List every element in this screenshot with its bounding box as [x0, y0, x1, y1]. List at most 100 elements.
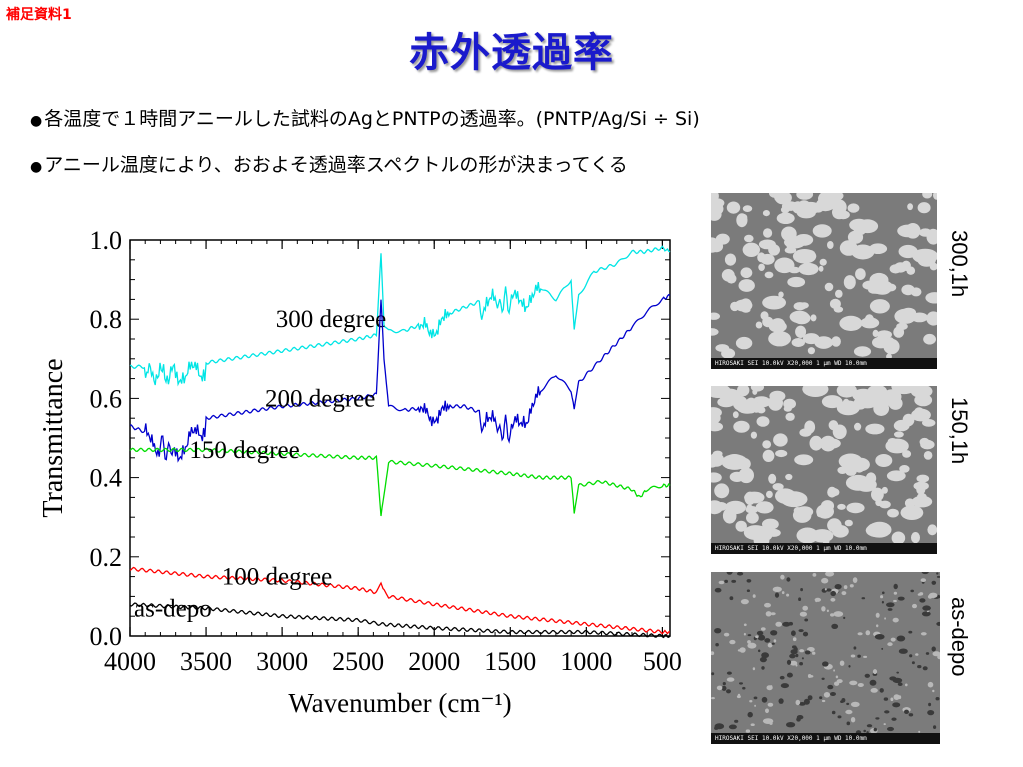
sem-grain	[830, 597, 836, 602]
sem-grain	[853, 646, 857, 650]
sem-scale-bar: HIROSAKI SEI 10.0kV X20,000 1 μm WD 10.0…	[711, 543, 937, 554]
sem-grain	[714, 587, 722, 593]
y-tick-label: 1.0	[90, 226, 123, 255]
sem-grain	[796, 193, 814, 200]
sem-grain	[899, 465, 910, 473]
sem-grain	[920, 632, 927, 636]
sem-grain	[786, 659, 792, 665]
sem-grain	[922, 605, 931, 611]
sem-grain	[847, 203, 860, 213]
sem-grain	[711, 455, 720, 468]
sem-grain	[855, 477, 877, 492]
sem-grain	[833, 669, 835, 672]
sem-grain	[755, 635, 759, 638]
sem-grain	[740, 599, 749, 605]
sem-grain	[831, 710, 836, 715]
sem-grain	[869, 679, 877, 686]
sem-grain	[757, 252, 766, 263]
sem-grain	[793, 646, 798, 652]
sem-grain	[729, 639, 736, 645]
sem-grain	[775, 621, 782, 627]
series-line-200-degree	[129, 293, 671, 463]
sem-grain	[746, 504, 753, 513]
sem-grain	[820, 435, 837, 452]
sem-grain	[783, 398, 796, 409]
sem-grain	[737, 693, 741, 697]
sem-grain	[767, 642, 773, 648]
sem-grain	[928, 292, 936, 299]
sem-grain	[835, 675, 839, 679]
sem-grain	[744, 234, 754, 243]
x-tick-label: 3000	[256, 647, 308, 676]
sem-grain	[843, 275, 856, 290]
sem-grain	[867, 386, 888, 399]
sem-grain	[905, 683, 908, 687]
sem-grain	[917, 593, 922, 596]
sem-grain	[821, 395, 843, 409]
sem-grain	[731, 579, 737, 583]
sem-grain	[761, 652, 769, 659]
sem-grain	[753, 696, 758, 700]
sem-grain	[864, 314, 874, 325]
sem-grain	[762, 210, 770, 217]
sem-grain	[875, 454, 893, 467]
sem-grain	[714, 483, 730, 499]
sem-grain	[896, 322, 908, 330]
sem-grain	[916, 484, 926, 495]
sem-grain	[838, 453, 863, 470]
bullet-1-text: 各温度で１時間アニールした試料のAgとPNTPの透過率。(PNTP/Ag/Si …	[44, 108, 700, 130]
sem-grain	[764, 638, 771, 643]
sem-grain	[911, 495, 933, 508]
sem-grain	[827, 684, 834, 690]
sem-grain	[722, 682, 726, 686]
sem-grain	[715, 233, 730, 245]
sem-grain	[802, 605, 808, 611]
x-tick-label: 1500	[484, 647, 536, 676]
sem-grain	[784, 236, 806, 249]
sem-grain	[843, 616, 846, 619]
sem-grain	[908, 713, 914, 717]
sem-grain	[917, 493, 927, 501]
sem-grain	[743, 632, 746, 636]
sem-grain	[773, 639, 777, 643]
sem-grain	[775, 449, 788, 458]
sem-grain	[784, 246, 797, 254]
sem-grain	[711, 472, 722, 483]
sem-grain	[792, 201, 804, 214]
sem-grain	[799, 611, 807, 617]
x-axis-label: Wavenumber (cm⁻¹)	[288, 688, 511, 718]
sem-grain	[757, 401, 765, 409]
sem-grain	[739, 682, 743, 685]
sem-grain	[757, 634, 766, 641]
sem-grain	[887, 438, 898, 445]
sem-grain	[854, 422, 862, 431]
series-line-as-depo	[129, 602, 671, 639]
sem-grain	[900, 505, 924, 520]
sem-grain	[761, 696, 768, 703]
sem-grain	[787, 276, 806, 288]
sem-grain	[889, 264, 902, 274]
sem-grain	[762, 718, 774, 724]
sem-grain	[749, 700, 753, 703]
sem-grain	[931, 580, 937, 585]
sem-grain	[804, 420, 816, 434]
sem-grain	[932, 689, 935, 693]
sem-grain	[931, 646, 936, 652]
sem-grain	[747, 514, 757, 523]
sem-grain	[836, 386, 857, 398]
sem-grain	[875, 717, 880, 720]
sem-grain	[795, 664, 798, 667]
sem-grain	[809, 435, 823, 451]
sem-grain	[711, 422, 723, 432]
sem-grain	[846, 721, 851, 726]
sem-grain	[812, 573, 817, 577]
sem-grain	[837, 715, 842, 719]
sem-grain	[911, 312, 928, 323]
sem-grain	[762, 518, 779, 530]
sem-grain	[893, 419, 910, 432]
sem-grain	[915, 653, 919, 656]
sem-grain	[913, 411, 923, 421]
sem-grain	[766, 685, 773, 691]
sem-grain	[881, 486, 888, 494]
sem-grain	[786, 577, 791, 582]
